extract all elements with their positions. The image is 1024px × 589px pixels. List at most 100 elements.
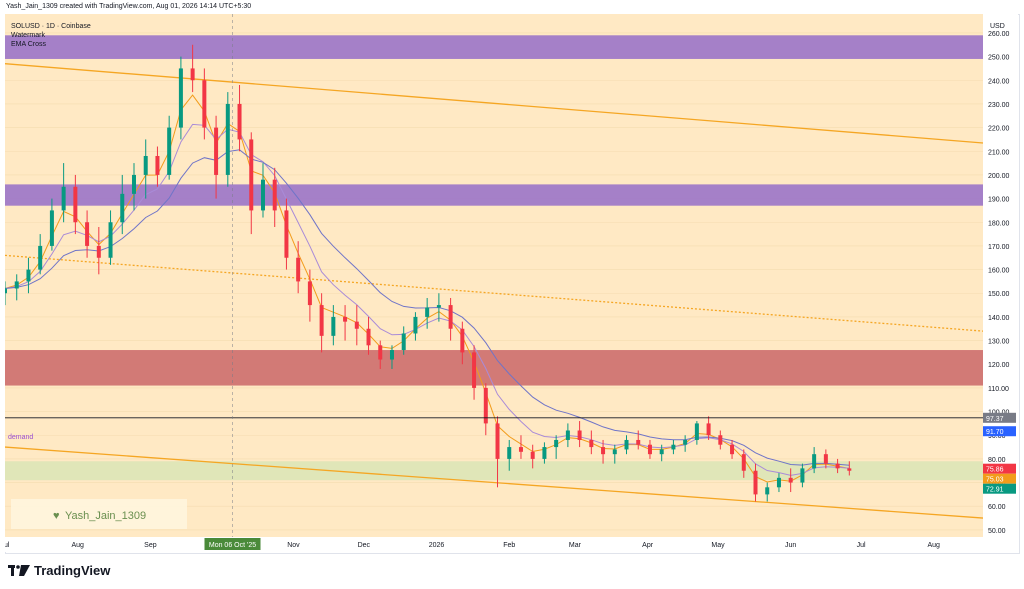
candle-body xyxy=(776,477,781,488)
candle-body xyxy=(460,328,465,353)
legend-ema-cross: EMA Cross xyxy=(11,41,47,48)
candle xyxy=(601,439,606,464)
price-chart[interactable]: 50.0060.0070.0080.0090.00100.00110.00120… xyxy=(5,14,1018,552)
candle xyxy=(554,435,559,459)
candle-body xyxy=(401,333,406,351)
candle xyxy=(730,439,735,459)
y-tick-label: 170.00 xyxy=(988,244,1010,251)
candle-body xyxy=(448,305,453,329)
candle-body xyxy=(518,447,523,452)
candle xyxy=(73,174,78,235)
candle-body xyxy=(284,210,289,258)
y-tick-label: 120.00 xyxy=(988,362,1010,369)
candle xyxy=(366,316,371,355)
candle xyxy=(343,305,348,341)
y-tick-label: 240.00 xyxy=(988,78,1010,85)
price-marker-label: 75.86 xyxy=(986,467,1004,474)
candle xyxy=(319,293,324,353)
candle xyxy=(331,305,336,346)
price-marker-label: 75.03 xyxy=(986,477,1004,484)
y-tick-label: 260.00 xyxy=(988,31,1010,38)
x-tick-label: Mar xyxy=(569,542,582,549)
x-tick-label: Feb xyxy=(503,542,515,549)
candle-body xyxy=(554,439,559,448)
candle xyxy=(425,297,430,329)
tradingview-logo[interactable]: TradingView xyxy=(8,563,110,578)
candle-body xyxy=(143,155,148,175)
y-tick-label: 200.00 xyxy=(988,173,1010,180)
candle-body xyxy=(354,321,359,329)
plot-background xyxy=(5,14,983,537)
candle-body xyxy=(659,449,664,455)
y-tick-label: 60.00 xyxy=(988,504,1006,511)
mid-channel-line xyxy=(5,254,984,332)
candle xyxy=(612,444,617,464)
candle-body xyxy=(425,307,430,317)
candle xyxy=(495,416,500,488)
candle xyxy=(542,442,547,464)
y-tick-label: 80.00 xyxy=(988,457,1006,464)
y-tick-label: 50.00 xyxy=(988,528,1006,535)
candle xyxy=(507,439,512,471)
x-tick-label: Dec xyxy=(358,542,371,549)
candle xyxy=(753,463,758,502)
crosshair-date-box xyxy=(204,538,261,550)
candle xyxy=(694,421,699,445)
candle-body xyxy=(694,423,699,440)
heart-icon: ♥ xyxy=(53,510,60,522)
price-marker-label: 72.91 xyxy=(986,487,1004,494)
x-tick-label: Jun xyxy=(785,542,796,549)
candle-body xyxy=(847,468,852,471)
zones-layer xyxy=(5,35,983,481)
candle-body xyxy=(214,127,219,175)
crosshair-date-label: Mon 06 Oct '25 xyxy=(209,542,256,549)
candle xyxy=(636,430,641,450)
candle-body xyxy=(730,444,735,455)
candle xyxy=(483,383,488,436)
candle-body xyxy=(49,210,54,246)
candle xyxy=(448,297,453,341)
y-tick-label: 130.00 xyxy=(988,339,1010,346)
price-marker-box xyxy=(983,426,1016,437)
candle xyxy=(389,345,394,369)
y-tick-label: 160.00 xyxy=(988,268,1010,275)
y-tick-label: 90.00 xyxy=(988,433,1006,440)
y-tick-label: 190.00 xyxy=(988,197,1010,204)
candle-body xyxy=(683,439,688,445)
candle xyxy=(225,92,230,187)
candles-layer xyxy=(5,44,852,502)
price-marker-box xyxy=(983,412,1016,423)
candle xyxy=(14,274,19,301)
candle xyxy=(260,163,265,218)
candle-body xyxy=(823,454,828,464)
candle-body xyxy=(472,352,477,388)
candle xyxy=(85,210,90,258)
candle-body xyxy=(61,186,66,211)
candle-body xyxy=(800,468,805,483)
legend-symbol: SOLUSD · 1D · Coinbase xyxy=(11,23,91,30)
candle-body xyxy=(565,430,570,440)
candle-body xyxy=(671,444,676,450)
upper-channel-line xyxy=(5,63,984,144)
candle-body xyxy=(5,288,7,294)
candle-body xyxy=(14,281,19,289)
candle-body xyxy=(765,487,770,495)
candle-body xyxy=(718,435,723,445)
candle xyxy=(624,435,629,455)
candle xyxy=(577,421,582,448)
candle-body xyxy=(436,305,441,308)
demand-zone xyxy=(5,461,983,481)
overlay-layer: SOLUSD · 1D · Coinbase Watermark EMA Cro… xyxy=(8,23,1005,529)
y-tick-label: 140.00 xyxy=(988,315,1010,322)
candle-body xyxy=(260,179,265,211)
candle-body xyxy=(483,387,488,424)
lower-channel-line xyxy=(5,446,984,519)
candle-body xyxy=(167,127,172,175)
price-marker-box xyxy=(983,463,1016,474)
candle xyxy=(413,312,418,341)
x-tick-label: Sep xyxy=(144,542,157,549)
x-tick-label: Nov xyxy=(287,542,300,549)
legend-watermark: Watermark xyxy=(11,32,45,39)
candle-body xyxy=(589,439,594,448)
tradingview-brand: TradingView xyxy=(34,563,111,578)
